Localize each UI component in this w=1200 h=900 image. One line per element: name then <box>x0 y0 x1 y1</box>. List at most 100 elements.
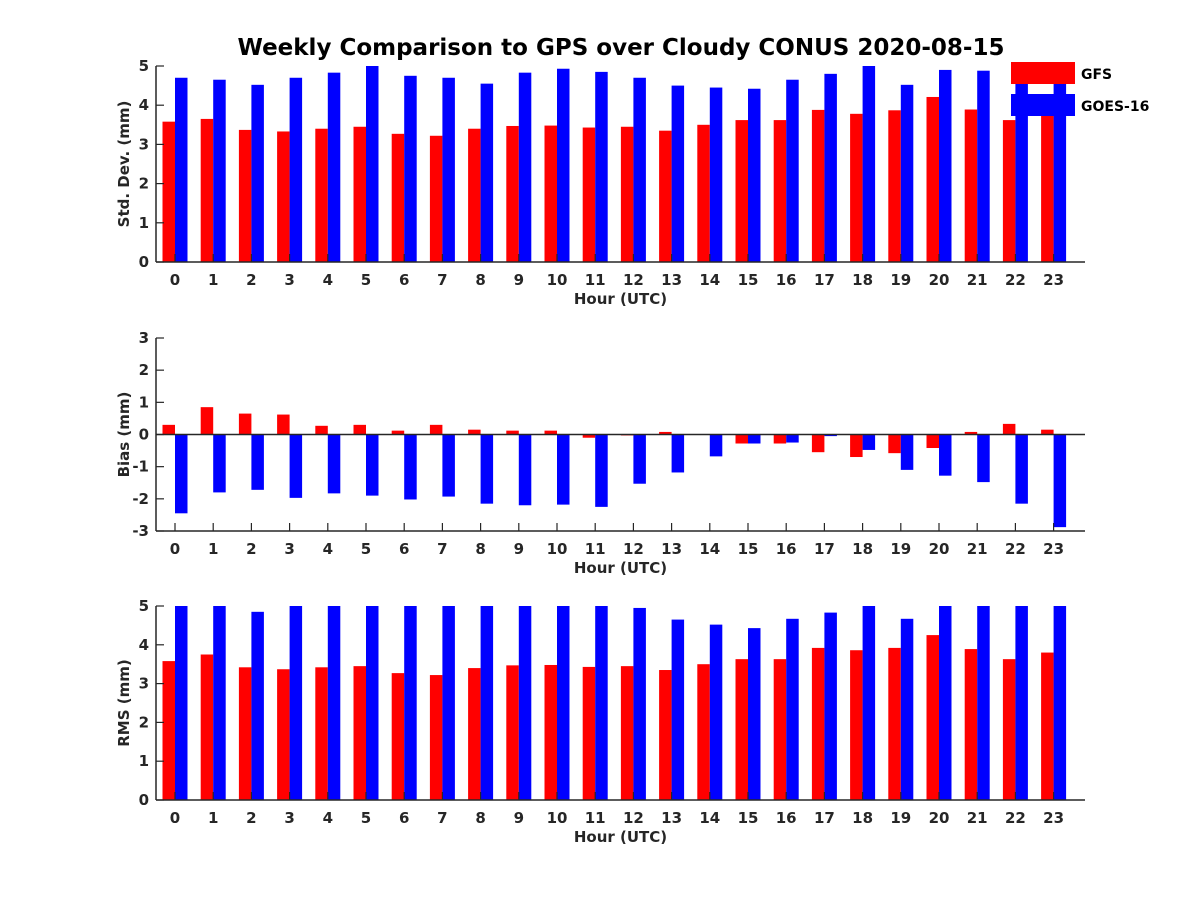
x-tick-label: 0 <box>170 271 180 289</box>
bar-gfs-hour-13 <box>659 130 672 262</box>
bar-goes-16-hour-21 <box>977 70 990 262</box>
bar-goes-16-hour-20 <box>939 69 952 262</box>
bar-goes-16-hour-12 <box>633 607 646 800</box>
bar-goes-16-hour-1 <box>213 606 226 800</box>
bar-gfs-hour-7 <box>429 135 443 262</box>
x-tick-label: 3 <box>284 540 294 558</box>
bar-goes-16-hour-11 <box>595 71 608 262</box>
x-tick-label: 8 <box>475 271 485 289</box>
x-tick-label: 0 <box>170 809 180 827</box>
bar-gfs-hour-10 <box>544 125 557 262</box>
bar-gfs-hour-0 <box>162 661 175 800</box>
bar-goes-16-hour-10 <box>557 68 570 263</box>
bar-gfs-hour-12 <box>620 666 634 800</box>
y-tick-label: 2 <box>139 713 149 731</box>
x-tick-label: 7 <box>437 809 447 827</box>
bar-gfs-hour-4 <box>315 425 328 435</box>
y-tick-label: 0 <box>139 253 149 271</box>
y-tick-label: 5 <box>139 57 149 75</box>
bar-gfs-hour-2 <box>238 413 252 435</box>
y-tick-label: 3 <box>139 329 149 347</box>
bar-gfs-hour-8 <box>468 128 481 262</box>
bar-gfs-hour-22 <box>1002 423 1016 435</box>
bar-gfs-hour-15 <box>735 659 748 800</box>
x-tick-label: 9 <box>514 271 524 289</box>
y-tick-label: 3 <box>139 675 149 693</box>
bar-gfs-hour-5 <box>353 126 366 262</box>
bar-goes-16-hour-23 <box>1053 434 1067 528</box>
bar-goes-16-hour-16 <box>786 434 799 443</box>
x-tick-label: 23 <box>1043 271 1064 289</box>
x-tick-label: 19 <box>890 540 911 558</box>
bar-goes-16-hour-13 <box>671 434 685 473</box>
x-tick-label: 15 <box>738 271 759 289</box>
x-tick-label: 21 <box>967 540 988 558</box>
bar-gfs-hour-14 <box>697 664 710 800</box>
x-tick-label: 16 <box>776 271 797 289</box>
x-axis-label: Hour (UTC) <box>574 290 667 308</box>
y-tick-label: 1 <box>139 752 149 770</box>
bar-gfs-hour-2 <box>238 129 252 262</box>
bar-goes-16-hour-17 <box>824 612 837 800</box>
bar-goes-16-hour-5 <box>366 434 379 496</box>
bar-gfs-hour-6 <box>391 673 405 800</box>
bar-goes-16-hour-20 <box>939 434 952 476</box>
bar-goes-16-hour-19 <box>900 84 914 262</box>
x-tick-label: 9 <box>514 809 524 827</box>
bar-goes-16-hour-0 <box>175 606 188 800</box>
x-tick-label: 19 <box>890 271 911 289</box>
x-tick-label: 2 <box>246 271 256 289</box>
y-axis-label: Bias (mm) <box>115 392 133 478</box>
bar-goes-16-hour-19 <box>900 618 914 800</box>
bar-goes-16-hour-2 <box>251 84 264 262</box>
bar-goes-16-hour-22 <box>1015 606 1028 800</box>
x-tick-label: 2 <box>246 809 256 827</box>
bar-gfs-hour-3 <box>277 669 290 800</box>
x-tick-label: 3 <box>284 809 294 827</box>
y-tick-label: 2 <box>139 175 149 193</box>
bar-goes-16-hour-14 <box>709 624 723 800</box>
bar-goes-16-hour-21 <box>977 606 990 800</box>
bar-goes-16-hour-22 <box>1015 434 1028 504</box>
bar-gfs-hour-23 <box>1041 652 1054 800</box>
bar-goes-16-hour-12 <box>633 77 646 262</box>
x-tick-label: 7 <box>437 271 447 289</box>
y-tick-label: -3 <box>132 522 149 540</box>
x-tick-label: 13 <box>661 809 682 827</box>
bar-goes-16-hour-5 <box>366 66 379 262</box>
x-tick-label: 10 <box>547 809 568 827</box>
bar-goes-16-hour-10 <box>557 434 570 505</box>
x-tick-label: 6 <box>399 540 409 558</box>
bar-gfs-hour-1 <box>200 118 214 262</box>
bar-goes-16-hour-4 <box>327 434 341 494</box>
bar-goes-16-hour-19 <box>900 434 914 470</box>
x-tick-label: 11 <box>585 540 606 558</box>
x-tick-label: 17 <box>814 540 835 558</box>
bar-gfs-hour-8 <box>468 668 481 800</box>
bar-gfs-hour-10 <box>544 664 557 800</box>
x-tick-label: 18 <box>852 809 873 827</box>
x-tick-label: 4 <box>323 809 333 827</box>
bar-goes-16-hour-18 <box>862 606 876 800</box>
bar-gfs-hour-23 <box>1041 429 1054 435</box>
x-tick-label: 18 <box>852 271 873 289</box>
x-tick-label: 0 <box>170 540 180 558</box>
bar-gfs-hour-0 <box>162 121 175 262</box>
x-axis-label: Hour (UTC) <box>574 559 667 577</box>
bar-gfs-hour-20 <box>926 96 939 262</box>
bar-goes-16-hour-3 <box>289 77 303 262</box>
bar-goes-16-hour-14 <box>709 434 723 457</box>
x-tick-label: 22 <box>1005 540 1026 558</box>
x-tick-label: 14 <box>699 540 720 558</box>
bar-goes-16-hour-9 <box>518 606 532 800</box>
x-tick-label: 13 <box>661 540 682 558</box>
x-tick-label: 8 <box>475 540 485 558</box>
x-tick-label: 10 <box>547 271 568 289</box>
bar-gfs-hour-15 <box>735 434 748 444</box>
bar-gfs-hour-16 <box>773 120 787 262</box>
bar-gfs-hour-2 <box>238 667 252 800</box>
y-tick-label: 4 <box>139 636 149 654</box>
bar-goes-16-hour-9 <box>518 434 532 506</box>
